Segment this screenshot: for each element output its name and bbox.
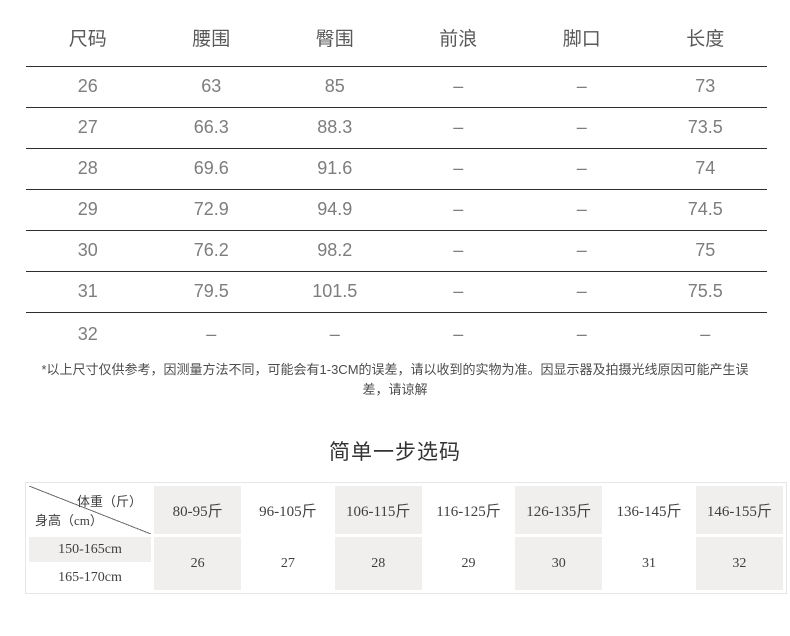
col-header-waist: 腰围 <box>149 0 273 67</box>
table-row: 29 72.9 94.9 – – 74.5 <box>26 189 767 231</box>
height-label-cell: 150-165cm <box>29 537 151 562</box>
table-row: 31 79.5 101.5 – – 75.5 <box>26 271 767 313</box>
waist-cell: 72.9 <box>149 189 273 231</box>
front-rise-cell: – <box>396 66 520 108</box>
size-value-cell: 26 <box>154 537 242 590</box>
hip-cell: 98.2 <box>273 230 397 272</box>
hip-cell: 88.3 <box>273 107 397 149</box>
length-cell: 74.5 <box>643 189 767 231</box>
corner-header-cell: 体重（斤） 身高（cm） <box>29 486 151 534</box>
leg-opening-cell: – <box>520 189 644 231</box>
size-cell: 27 <box>26 107 150 149</box>
leg-opening-cell: – <box>520 66 644 108</box>
front-rise-cell: – <box>396 189 520 231</box>
size-value-cell: 27 <box>244 537 332 590</box>
length-cell: 73.5 <box>643 107 767 149</box>
section-title: 简单一步选码 <box>329 441 461 464</box>
col-header-length: 长度 <box>643 0 767 67</box>
col-header-hip: 臀围 <box>273 0 397 67</box>
size-value-cell: 28 <box>334 537 422 590</box>
leg-opening-cell: – <box>576 323 587 344</box>
waist-cell: 63 <box>149 66 273 108</box>
waist-cell: 76.2 <box>149 230 273 272</box>
size-picker-table: 体重（斤） 身高（cm） 80-95斤 96-105斤 106-115斤 116… <box>25 482 790 594</box>
size-disclaimer: *以上尺寸仅供参考，因测量方法不同，可能会有1-3CM的误差，请以收到的实物为准… <box>41 362 749 397</box>
hip-cell: – <box>329 323 340 344</box>
table-row: 26 63 85 – – 73 <box>26 66 767 108</box>
waist-cell: 69.6 <box>149 148 273 190</box>
weight-header-cell: 146-155斤 <box>695 486 783 534</box>
picker-header-row: 体重（斤） 身高（cm） 80-95斤 96-105斤 106-115斤 116… <box>29 486 783 534</box>
leg-opening-cell: – <box>520 148 644 190</box>
table-row: 32 – – – – – <box>26 312 767 356</box>
size-cell: 30 <box>26 230 150 272</box>
weight-header-cell: 106-115斤 <box>334 486 422 534</box>
front-rise-cell: – <box>396 271 520 313</box>
size-value-cell: 29 <box>424 537 513 590</box>
height-axis-label: 身高（cm） <box>35 513 103 528</box>
weight-header-cell: 136-145斤 <box>605 486 693 534</box>
weight-header-cell: 126-135斤 <box>515 486 603 534</box>
length-cell: 73 <box>643 66 767 108</box>
weight-header-cell: 116-125斤 <box>424 486 513 534</box>
hip-cell: 85 <box>273 66 397 108</box>
length-cell: 75.5 <box>643 271 767 313</box>
leg-opening-cell: – <box>520 230 644 272</box>
waist-cell: – <box>206 323 217 344</box>
height-label-cell: 165-170cm <box>29 565 151 590</box>
waist-cell: 79.5 <box>149 271 273 313</box>
size-cell: 31 <box>26 271 150 313</box>
weight-header-cell: 80-95斤 <box>154 486 242 534</box>
col-header-leg-opening: 脚口 <box>520 0 644 67</box>
length-cell: – <box>700 323 711 344</box>
hip-cell: 91.6 <box>273 148 397 190</box>
waist-cell: 66.3 <box>149 107 273 149</box>
size-cell: 32 <box>77 323 98 344</box>
front-rise-cell: – <box>396 230 520 272</box>
size-cell: 26 <box>26 66 150 108</box>
hip-cell: 101.5 <box>273 271 397 313</box>
col-header-size: 尺码 <box>26 0 150 67</box>
size-value-cell: 30 <box>515 537 603 590</box>
size-value-cell: 32 <box>695 537 783 590</box>
front-rise-cell: – <box>396 148 520 190</box>
table-row: 27 66.3 88.3 – – 73.5 <box>26 107 767 149</box>
length-cell: 75 <box>643 230 767 272</box>
table-row: 28 69.6 91.6 – – 74 <box>26 148 767 190</box>
col-header-front-rise: 前浪 <box>396 0 520 67</box>
table-row: 30 76.2 98.2 – – 75 <box>26 230 767 272</box>
front-rise-cell: – <box>453 323 464 344</box>
picker-height-row: 165-170cm <box>29 565 783 590</box>
size-cell: 29 <box>26 189 150 231</box>
length-cell: 74 <box>643 148 767 190</box>
weight-axis-label: 体重（斤） <box>76 494 142 509</box>
weight-header-cell: 96-105斤 <box>244 486 332 534</box>
size-value-cell: 31 <box>605 537 693 590</box>
leg-opening-cell: – <box>520 107 644 149</box>
front-rise-cell: – <box>396 107 520 149</box>
leg-opening-cell: – <box>520 271 644 313</box>
size-table-header-row: 尺码 腰围 臀围 前浪 脚口 长度 <box>26 0 767 67</box>
picker-height-row: 150-165cm 26 27 28 29 30 31 32 <box>29 537 783 590</box>
hip-cell: 94.9 <box>273 189 397 231</box>
size-cell: 28 <box>26 148 150 190</box>
size-measurement-table: 尺码 腰围 臀围 前浪 脚口 长度 26 63 85 – – 73 27 66.… <box>26 0 767 356</box>
